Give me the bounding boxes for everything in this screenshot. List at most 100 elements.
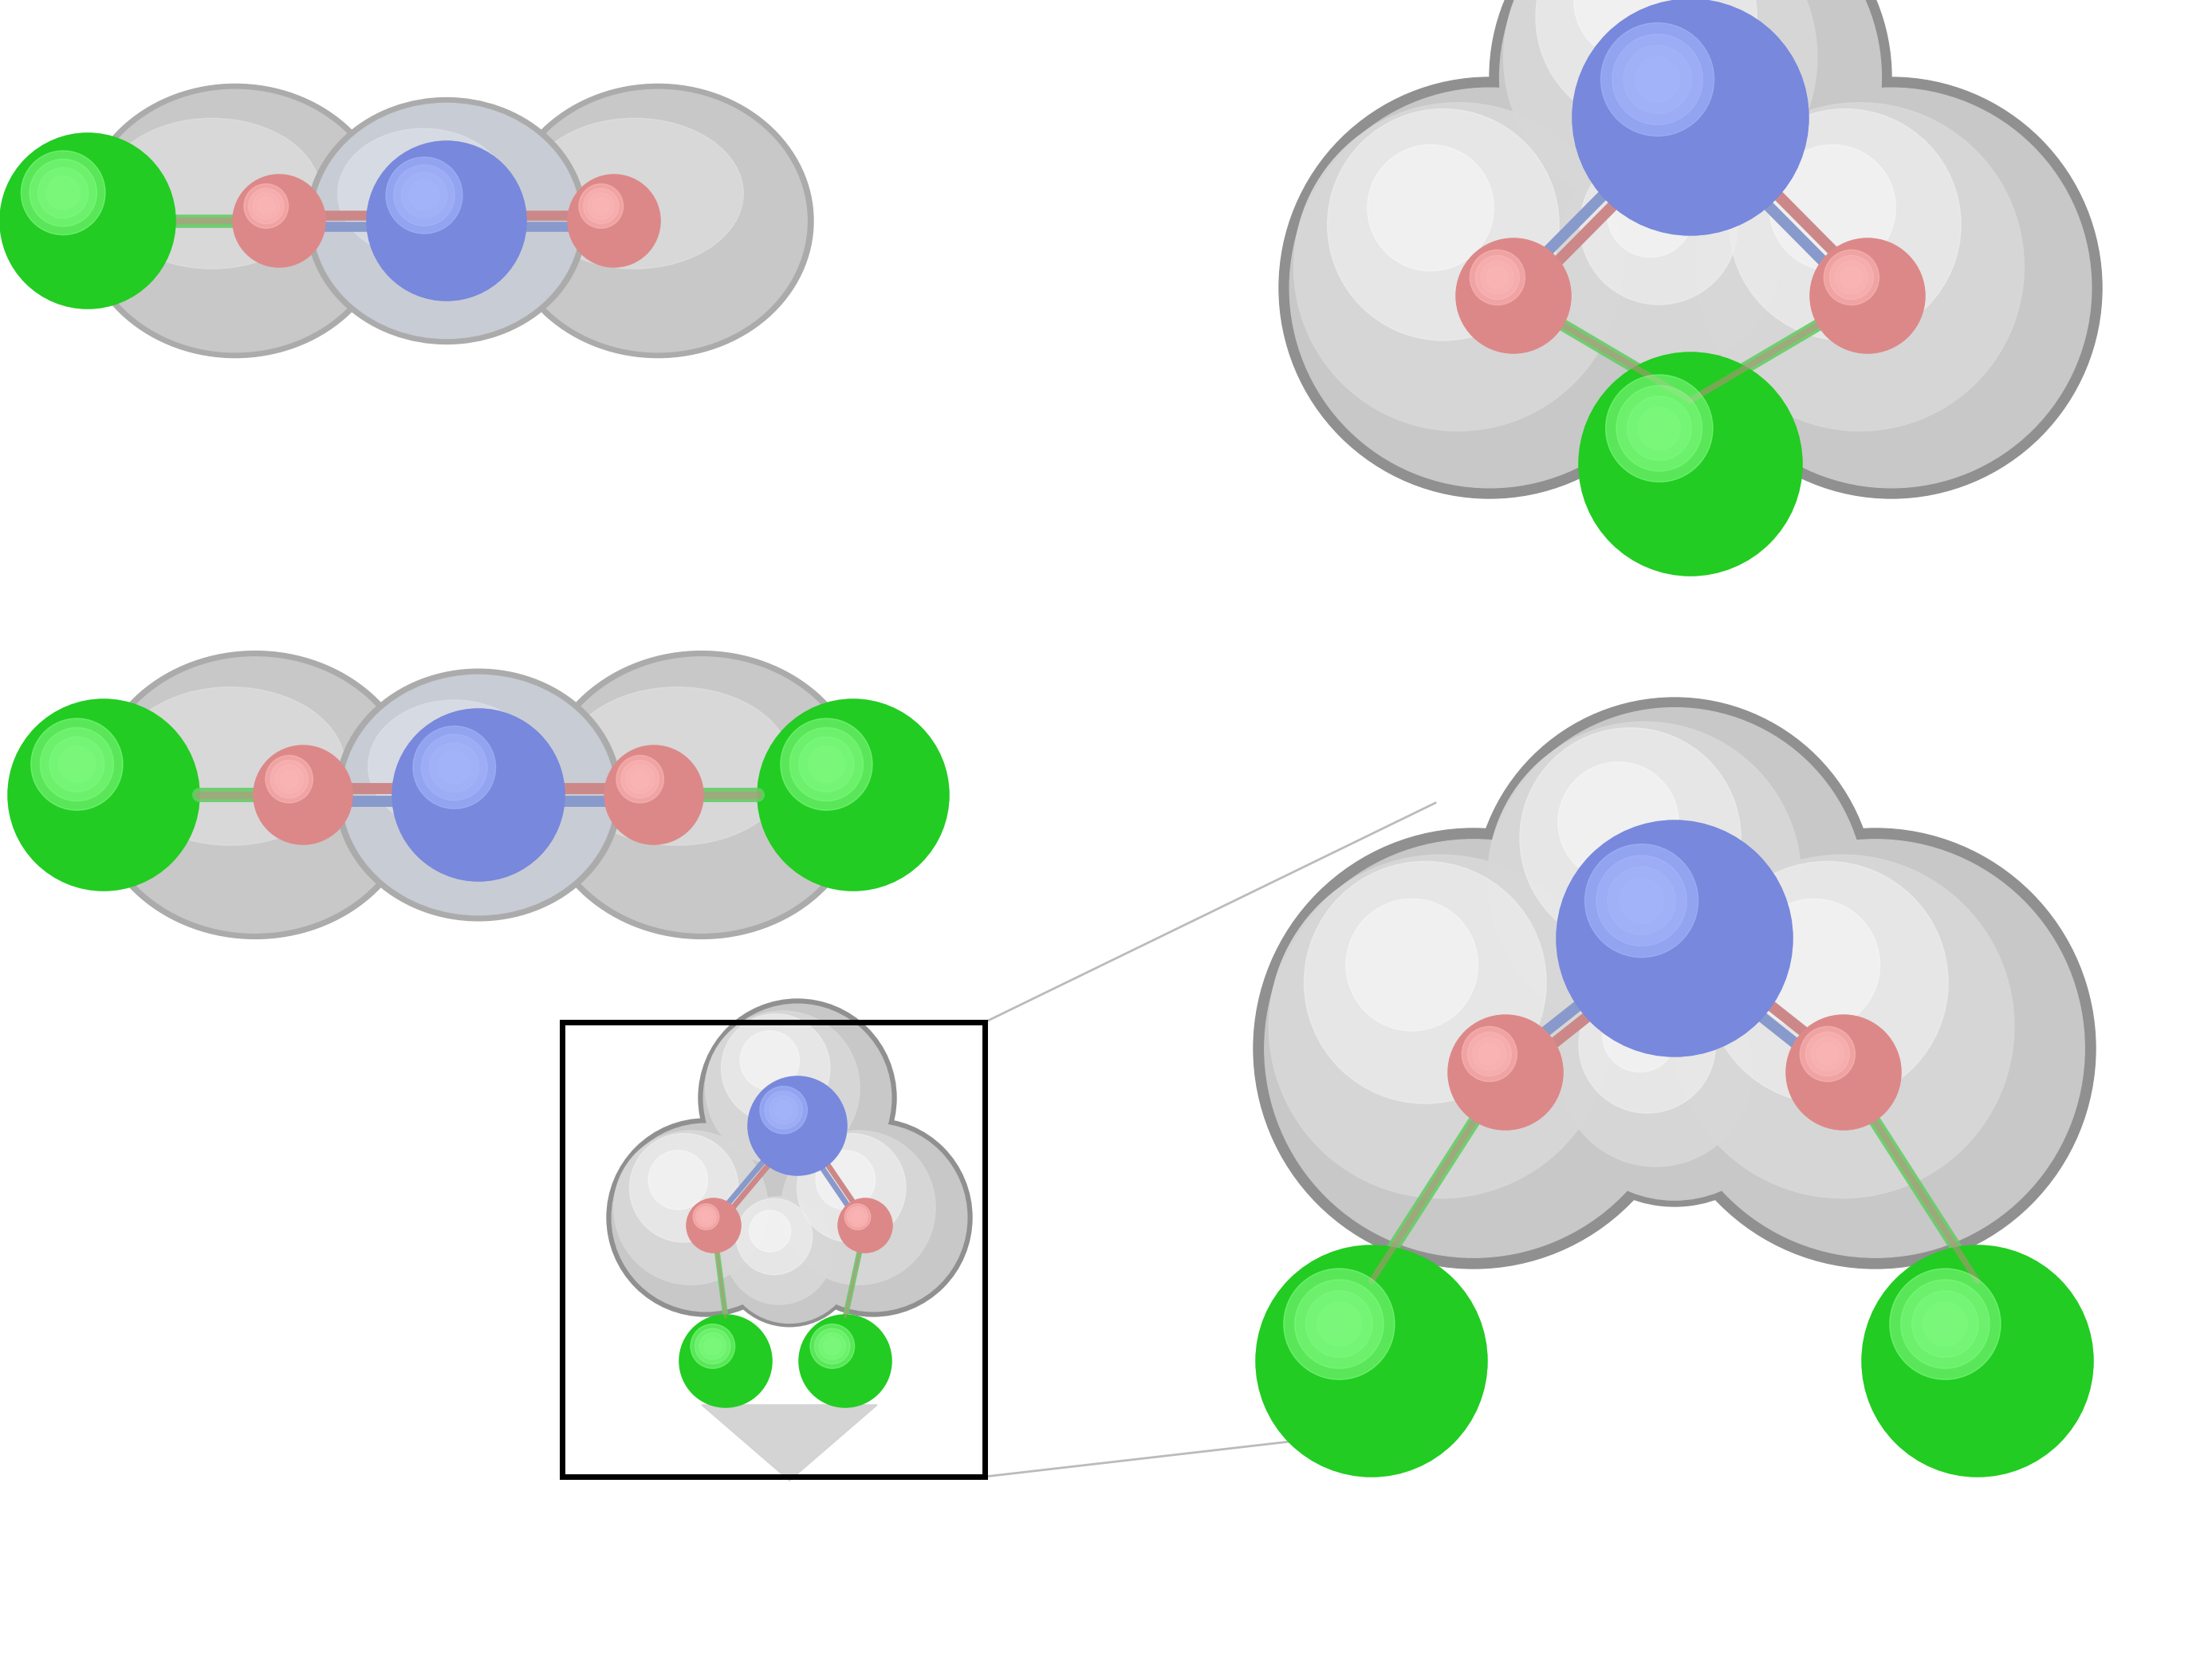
Circle shape [741,1030,799,1090]
Circle shape [1367,145,1493,271]
Circle shape [703,1003,891,1192]
Circle shape [1670,854,2015,1199]
Circle shape [1597,856,1688,946]
Circle shape [1814,242,1920,349]
Circle shape [816,1150,876,1209]
Circle shape [571,179,657,264]
Circle shape [699,1333,726,1359]
Circle shape [692,1204,734,1247]
Circle shape [757,699,949,891]
Circle shape [367,140,526,301]
Circle shape [1933,1313,1955,1336]
Circle shape [400,172,447,219]
Circle shape [754,1083,838,1167]
Ellipse shape [509,90,807,353]
Circle shape [15,707,192,883]
Circle shape [1790,1020,1896,1125]
Circle shape [248,189,283,224]
Circle shape [790,727,863,801]
Circle shape [285,774,294,784]
Circle shape [1460,1028,1551,1117]
Ellipse shape [312,104,580,338]
Circle shape [721,1189,858,1326]
Ellipse shape [117,687,345,846]
Circle shape [9,699,199,891]
Circle shape [765,707,942,883]
Circle shape [1480,261,1513,294]
Circle shape [686,1199,741,1252]
Circle shape [818,1333,845,1359]
Circle shape [1305,1291,1371,1358]
Ellipse shape [91,650,418,938]
Circle shape [630,1134,739,1242]
Circle shape [1579,147,1739,304]
Circle shape [699,1209,714,1224]
Circle shape [1555,132,1827,405]
Circle shape [1453,1020,1559,1125]
Circle shape [613,1130,768,1284]
Circle shape [799,1314,891,1408]
Circle shape [55,184,71,201]
Circle shape [1628,396,1692,460]
Circle shape [816,756,836,774]
Circle shape [13,147,161,296]
Circle shape [690,1324,734,1368]
Circle shape [613,752,697,838]
Ellipse shape [80,84,392,358]
Circle shape [781,719,872,811]
Circle shape [1601,998,1677,1072]
Circle shape [849,1209,865,1224]
Circle shape [1648,418,1670,440]
Circle shape [799,1314,891,1408]
Circle shape [378,154,515,289]
Circle shape [1579,353,1803,575]
Circle shape [1279,77,1701,498]
Circle shape [1486,266,1509,289]
Circle shape [810,1324,854,1368]
Circle shape [254,746,352,844]
Circle shape [1449,1015,1564,1130]
Circle shape [688,1200,739,1251]
Circle shape [394,166,456,226]
Circle shape [1254,828,1694,1269]
Circle shape [1256,1246,1486,1476]
Circle shape [577,186,650,257]
Circle shape [648,1150,708,1209]
Circle shape [726,1197,834,1304]
Circle shape [684,1318,768,1404]
Circle shape [1579,353,1803,575]
Circle shape [568,174,659,268]
Circle shape [679,1314,772,1408]
Circle shape [1557,142,1781,366]
Circle shape [239,182,319,261]
Circle shape [414,726,495,809]
Circle shape [243,184,288,229]
Circle shape [796,1134,905,1242]
Circle shape [1794,1023,1893,1122]
Circle shape [1290,89,1690,488]
Circle shape [757,699,949,891]
Circle shape [265,757,341,833]
Circle shape [580,184,624,229]
Circle shape [1458,1023,1555,1122]
Circle shape [261,752,345,838]
Circle shape [1840,266,1863,289]
Circle shape [838,1199,891,1252]
Circle shape [827,1343,836,1351]
Circle shape [1601,23,1714,135]
Circle shape [7,140,168,303]
Ellipse shape [343,675,615,915]
Circle shape [385,157,462,234]
Circle shape [367,140,526,301]
Circle shape [392,709,564,881]
Circle shape [9,699,199,891]
Circle shape [270,761,307,798]
Circle shape [1294,102,1621,431]
Circle shape [1847,273,1856,283]
Circle shape [1816,1043,1838,1065]
Circle shape [1305,861,1546,1104]
Circle shape [845,1204,872,1231]
Circle shape [593,197,611,216]
Circle shape [243,186,314,257]
Circle shape [1646,69,1668,90]
